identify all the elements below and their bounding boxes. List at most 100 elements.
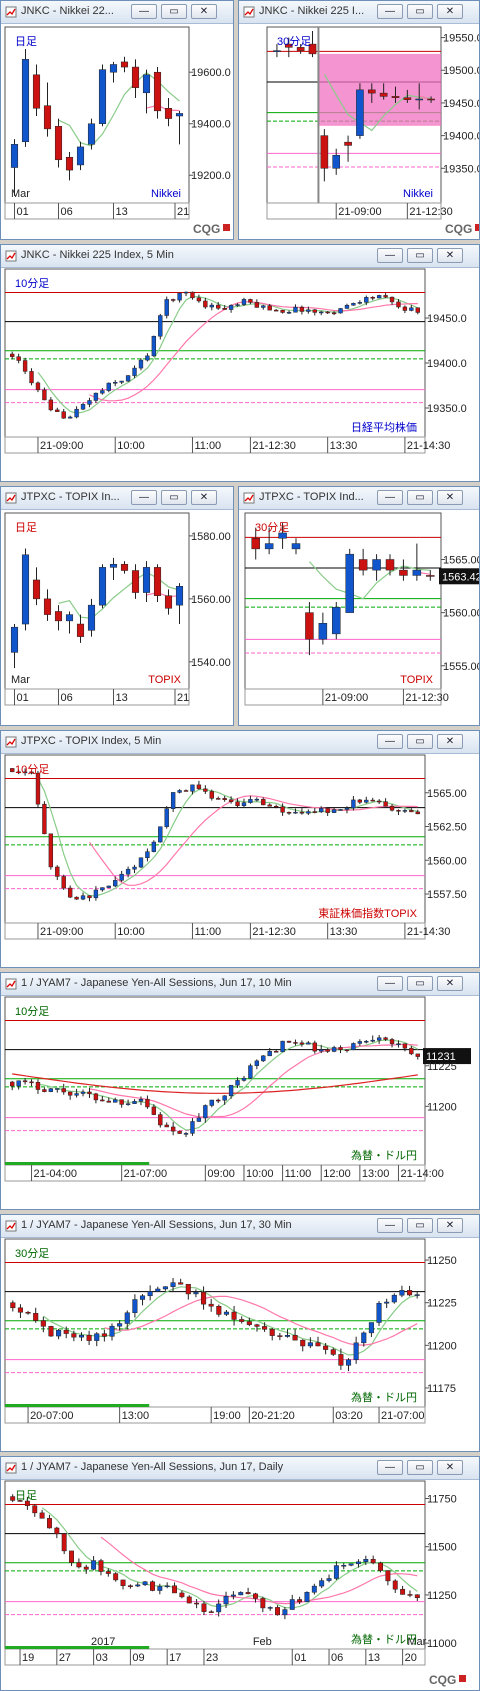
price-tag-box xyxy=(439,568,479,585)
maximize-button[interactable]: ▭ xyxy=(407,1460,433,1475)
window-topix-daily[interactable]: JTPXC - TOPIX In... — ▭ ✕ 1580.00 1560.00… xyxy=(0,486,234,726)
candle-body xyxy=(61,1533,67,1552)
window-nikkei-daily[interactable]: JNKC - Nikkei 22... — ▭ ✕ 19600.0 19400.0… xyxy=(0,0,234,240)
candle-body xyxy=(87,895,92,899)
x-tick-label: 10:00 xyxy=(246,1168,274,1180)
candle-body xyxy=(402,810,408,812)
candle-body xyxy=(69,1550,74,1563)
candle-body xyxy=(286,812,292,814)
title-bar[interactable]: JNKC - Nikkei 22... — ▭ ✕ xyxy=(1,1,233,24)
candle-body xyxy=(186,1596,192,1604)
candle-body xyxy=(155,1288,161,1292)
candle-body xyxy=(55,409,60,412)
title-bar[interactable]: JTPXC - TOPIX In... — ▭ ✕ xyxy=(1,487,233,510)
candle-body xyxy=(326,1578,332,1581)
y-tick-label: 11225 xyxy=(427,1298,457,1310)
maximize-button[interactable]: ▭ xyxy=(407,490,433,505)
candle-body xyxy=(282,1609,288,1616)
candle-body xyxy=(348,1563,354,1566)
title-bar[interactable]: JNKC - Nikkei 225 Index, 5 Min — ▭ ✕ xyxy=(1,245,479,268)
close-button[interactable]: ✕ xyxy=(437,248,463,263)
maximize-button[interactable]: ▭ xyxy=(407,734,433,749)
y-tick-label: 1560.00 xyxy=(427,855,467,867)
candle-body xyxy=(361,1332,367,1344)
window-nikkei-5min[interactable]: JNKC - Nikkei 225 Index, 5 Min — ▭ ✕ 194… xyxy=(0,244,480,482)
candle-body xyxy=(364,1040,369,1043)
candle-body xyxy=(330,1349,336,1355)
close-button[interactable]: ✕ xyxy=(437,734,463,749)
candle-body xyxy=(376,295,382,299)
title-bar[interactable]: JNKC - Nikkei 225 I... — ▭ ✕ xyxy=(239,1,479,24)
month-label: Mar xyxy=(407,1636,426,1648)
maximize-icon: ▭ xyxy=(169,492,179,503)
minimize-button[interactable]: — xyxy=(377,248,403,263)
close-button[interactable]: ✕ xyxy=(437,1218,463,1233)
candle-body xyxy=(113,382,118,384)
y-tick-label: 11000 xyxy=(427,1638,457,1650)
candle-body xyxy=(55,1088,60,1090)
y-tick-label: 1560.00 xyxy=(191,594,231,606)
candle-body xyxy=(175,113,184,117)
title-bar[interactable]: 1 / JYAM7 - Japanese Yen-All Sessions, J… xyxy=(1,973,479,996)
candle-body xyxy=(319,808,324,813)
minimize-button[interactable]: — xyxy=(377,734,403,749)
maximize-button[interactable]: ▭ xyxy=(407,4,433,19)
close-button[interactable]: ✕ xyxy=(191,490,217,505)
minimize-button[interactable]: — xyxy=(377,490,403,505)
title-bar[interactable]: JTPXC - TOPIX Ind... — ▭ ✕ xyxy=(239,487,479,510)
candle-body xyxy=(286,311,292,314)
candle-body xyxy=(331,1047,337,1052)
maximize-button[interactable]: ▭ xyxy=(407,976,433,991)
maximize-button[interactable]: ▭ xyxy=(161,4,187,19)
candle-body xyxy=(98,567,107,606)
window-topix-5min[interactable]: JTPXC - TOPIX Index, 5 Min — ▭ ✕ 1565.00… xyxy=(0,730,480,968)
candle-body xyxy=(162,1286,168,1290)
chart-yen-daily: 11750 11500 11250 11000 19 27 03 09 17 23 01 06 13 20… xyxy=(4,1480,466,1687)
minimize-button[interactable]: — xyxy=(131,490,157,505)
candle-body xyxy=(151,1106,157,1115)
candle-body xyxy=(325,1049,330,1052)
close-button[interactable]: ✕ xyxy=(191,4,217,19)
close-button[interactable]: ✕ xyxy=(437,4,463,19)
y-tick-label: 11500 xyxy=(427,1542,457,1554)
minimize-button[interactable]: — xyxy=(131,4,157,19)
candle-body xyxy=(74,1093,79,1096)
minimize-button[interactable]: — xyxy=(377,1218,403,1233)
maximize-button[interactable]: ▭ xyxy=(407,1218,433,1233)
title-bar[interactable]: 1 / JYAM7 - Japanese Yen-All Sessions, J… xyxy=(1,1457,479,1480)
title-bar[interactable]: 1 / JYAM7 - Japanese Yen-All Sessions, J… xyxy=(1,1215,479,1238)
y-tick-label: 19450.0 xyxy=(427,313,467,325)
candle-body xyxy=(63,1329,69,1334)
maximize-button[interactable]: ▭ xyxy=(407,248,433,263)
maximize-button[interactable]: ▭ xyxy=(161,490,187,505)
candle-body xyxy=(175,586,184,606)
candle-body xyxy=(376,1302,382,1323)
window-yen-daily[interactable]: 1 / JYAM7 - Japanese Yen-All Sessions, J… xyxy=(0,1456,480,1691)
candle-body xyxy=(29,1081,34,1084)
window-topix-30min[interactable]: JTPXC - TOPIX Ind... — ▭ ✕ 1565.00 1563.4… xyxy=(238,486,480,726)
candle-body xyxy=(239,1319,245,1322)
candle-body xyxy=(76,146,85,166)
candle-body xyxy=(273,50,281,52)
close-button[interactable]: ✕ xyxy=(437,976,463,991)
title-bar[interactable]: JTPXC - TOPIX Index, 5 Min — ▭ ✕ xyxy=(1,731,479,754)
candle-body xyxy=(61,411,66,419)
candle-body xyxy=(132,1299,138,1313)
close-button[interactable]: ✕ xyxy=(437,1460,463,1475)
candle-body xyxy=(376,800,382,803)
plot-area xyxy=(4,996,426,1168)
y-tick-label: 19200.0 xyxy=(191,170,231,182)
candle-body xyxy=(170,1126,176,1132)
candle-body xyxy=(183,291,189,294)
minimize-button[interactable]: — xyxy=(377,1460,403,1475)
candle-body xyxy=(358,559,368,571)
minimize-button[interactable]: — xyxy=(377,4,403,19)
candle-body xyxy=(248,299,253,303)
minimize-button[interactable]: — xyxy=(377,976,403,991)
window-nikkei-30min[interactable]: JNKC - Nikkei 225 I... — ▭ ✕ 19550.0 1950… xyxy=(238,0,480,240)
window-yen-10min[interactable]: 1 / JYAM7 - Japanese Yen-All Sessions, J… xyxy=(0,972,480,1210)
window-yen-30min[interactable]: 1 / JYAM7 - Japanese Yen-All Sessions, J… xyxy=(0,1214,480,1452)
candle-body xyxy=(131,570,140,593)
close-button[interactable]: ✕ xyxy=(437,490,463,505)
candle-body xyxy=(389,805,395,811)
